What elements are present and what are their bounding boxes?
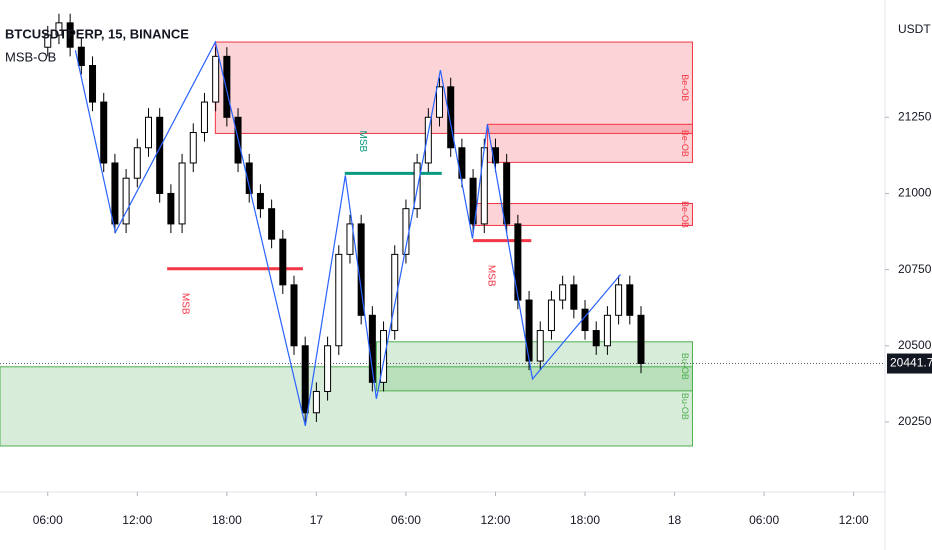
last-price-box [887,353,932,374]
candle-body [44,34,52,48]
candle-body [268,208,276,240]
candle-body [559,284,567,301]
x-tick-label: 17 [310,513,324,527]
candle-body [245,162,253,194]
order-block-label: Be-OB [680,201,690,228]
candle-body [525,299,533,362]
last-price-label: 20441.7 [890,356,932,370]
candle-body [514,223,522,301]
order-block-label: Be-OB [680,74,690,101]
candle-body [637,314,645,365]
x-tick-label: 12:00 [839,513,869,527]
candle-body [178,162,186,225]
x-tick-label: 06:00 [391,513,421,527]
candle-body [592,330,600,347]
candle-body [335,253,343,347]
candle-body [324,345,332,392]
y-tick-label: 20500.0 [898,338,932,352]
candle-body [447,86,455,149]
candle-body [458,147,466,179]
candle-body [290,284,298,347]
indicator-name: MSB-OB [5,49,56,64]
y-tick-label: 21250.0 [898,109,932,123]
msb-label: MSB [485,265,496,287]
candle-body [223,55,231,118]
candle-body [167,192,175,225]
y-tick-label: 20750.0 [898,262,932,276]
y-tick-label: 21000.0 [898,186,932,200]
candle-body [380,330,388,383]
candle-body [469,177,477,225]
x-tick-label: 18:00 [212,513,242,527]
candle-body [189,132,197,164]
candle-body [503,162,511,225]
order-block [0,366,693,447]
x-tick-label: 18:00 [570,513,600,527]
candle-body [413,162,421,210]
candle-body [279,238,287,286]
order-block-label: Bu-OB [680,393,690,420]
order-block-label: Be-OB [680,130,690,157]
candle-body [424,116,432,164]
candle-body [301,345,309,414]
candle-body [346,223,354,255]
candle-body [144,116,152,149]
candle-body [547,299,555,332]
candle-body [156,116,164,194]
candle-body [436,86,444,118]
candle-body [480,147,488,225]
y-tick-label: 20250.0 [898,414,932,428]
candle-body [570,284,578,310]
msb-label: MSB [357,131,368,153]
chart-title: BTCUSDTPERP, 15, BINANCE [5,26,189,41]
candle-body [133,147,141,179]
x-tick-label: 06:00 [749,513,779,527]
candle-body [122,177,130,225]
candle-body [312,390,320,414]
candle-body [536,330,544,362]
order-block [486,123,693,163]
x-tick-label: 12:00 [122,513,152,527]
candle-body [89,64,97,103]
candle-body [391,253,399,332]
candle-body [77,46,85,66]
candle-body [55,22,63,36]
candle-body [615,284,623,316]
zigzag-line [74,40,622,427]
candle-body [66,22,74,48]
x-tick-label: 12:00 [480,513,510,527]
candle-body [111,162,119,225]
candle-body [200,101,208,134]
candle-body [212,55,220,103]
x-tick-label: 06:00 [33,513,63,527]
candle-body [626,284,634,316]
axis-title: USDT [898,22,931,36]
candle-body [603,314,611,347]
candle-body [100,101,108,164]
x-tick-label: 18 [668,513,682,527]
msb-label: MSB [180,293,191,315]
candle-body [256,192,264,210]
